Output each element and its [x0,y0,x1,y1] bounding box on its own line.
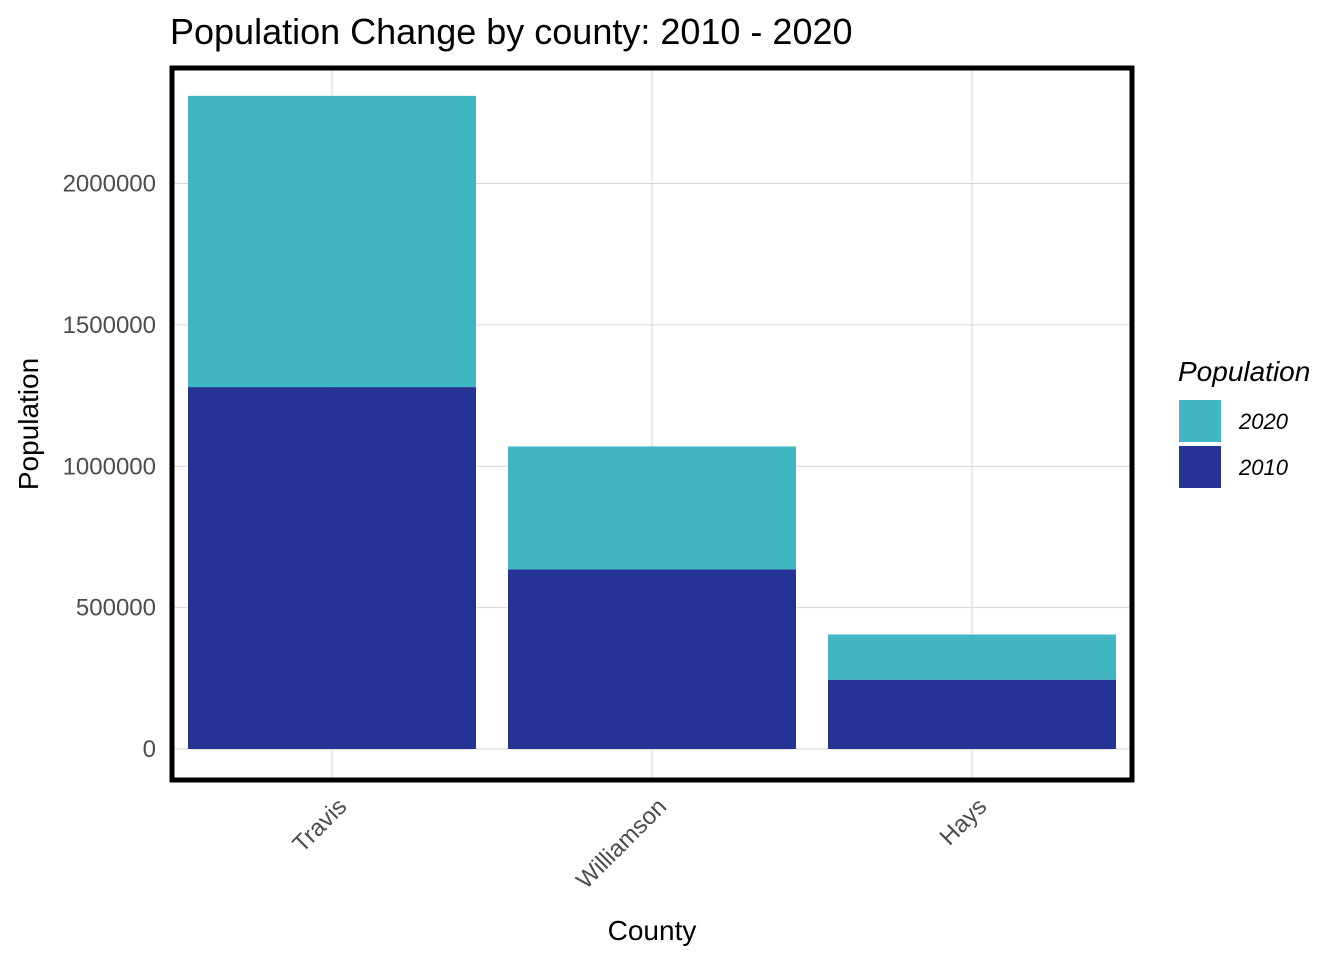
panel-border [169,65,1135,783]
y-tick-label: 1000000 [63,453,156,480]
x-tick-label: Hays [934,793,992,851]
y-tick-label: 0 [143,736,156,763]
chart-title: Population Change by county: 2010 - 2020 [170,11,853,52]
bar-williamson-2020 [508,446,796,570]
y-tick-label: 500000 [76,595,156,622]
bar-hays-2020 [828,634,1116,680]
bar-travis-2010 [188,387,476,749]
legend-label-2010: 2010 [1238,455,1289,480]
x-axis-title: County [608,915,697,946]
x-tick-label: Travis [288,793,353,858]
legend-label-2020: 2020 [1238,409,1289,434]
bar-travis-2020 [188,95,476,388]
legend: Population 2020 2010 [1178,356,1310,488]
y-tick-label: 1500000 [63,312,156,339]
legend-title: Population [1178,356,1310,387]
bar-hays-2010 [828,679,1116,749]
y-axis-ticks: 0 500000 1000000 1500000 2000000 [63,171,156,764]
legend-swatch-2010 [1179,446,1221,488]
legend-items: 2020 2010 [1179,400,1289,488]
x-tick-label: Williamson [571,793,672,894]
y-axis-title: Population [13,358,44,490]
bars [188,95,1116,749]
y-tick-label: 2000000 [63,171,156,198]
x-axis-ticks: Travis Williamson Hays [288,793,993,894]
bar-williamson-2010 [508,569,796,749]
legend-swatch-2020 [1179,400,1221,442]
